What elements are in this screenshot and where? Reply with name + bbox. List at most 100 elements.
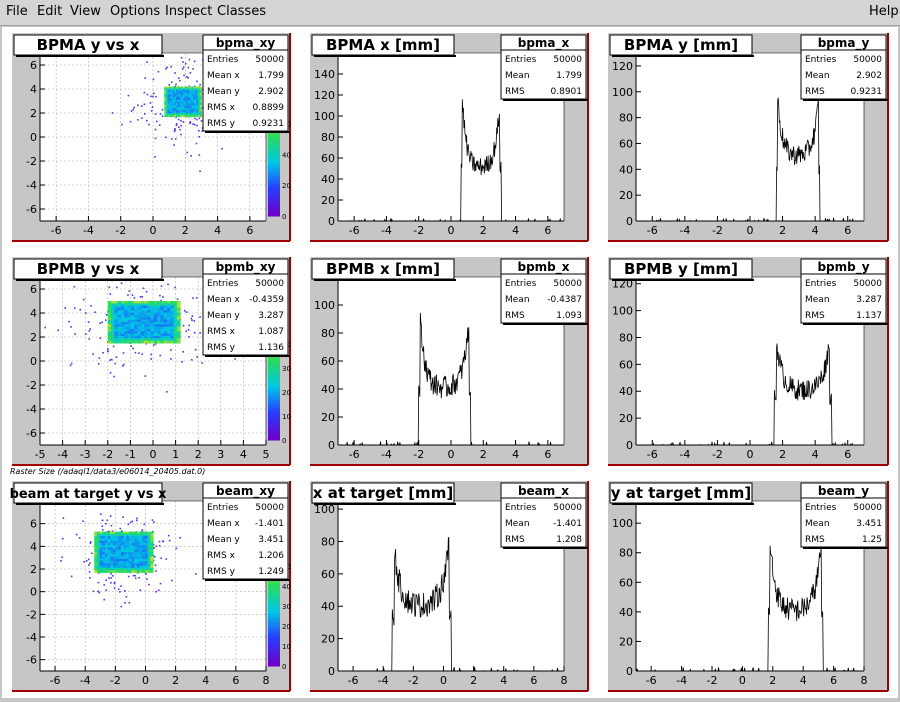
halo-point: [143, 103, 146, 106]
heatmap-cell: [94, 556, 98, 560]
stats-label: Entries: [505, 55, 537, 65]
heatmap-cell: [99, 570, 103, 573]
heatmap-cell: [182, 94, 186, 98]
heatmap-cell: [171, 113, 174, 116]
heatmap-cell: [166, 315, 171, 318]
x-tick-label: 4: [512, 448, 519, 461]
heatmap-cell: [124, 326, 129, 330]
heatmap-cell: [94, 554, 98, 558]
heatmap-cell: [134, 326, 138, 330]
heatmap-cell: [124, 310, 129, 314]
heatmap-cell: [142, 552, 146, 555]
heatmap-cell: [160, 319, 165, 323]
y-tick-label: 80: [321, 535, 335, 548]
heatmap-cell: [140, 303, 145, 307]
heatmap-cell: [110, 556, 114, 560]
menu-file[interactable]: File: [6, 4, 28, 19]
heatmap-cell: [191, 108, 194, 111]
x-tick-label: 6: [844, 448, 851, 461]
pad-bpma_x[interactable]: -6-4-20246020406080100120140160BPMA x [m…: [310, 33, 589, 242]
menu-inspect[interactable]: Inspect: [165, 4, 213, 19]
heatmap-cell: [165, 94, 169, 98]
halo-point: [142, 287, 145, 290]
heatmap-cell: [177, 91, 180, 94]
stats-shadow: [503, 323, 588, 325]
heatmap-cell: [186, 114, 189, 118]
menu-edit[interactable]: Edit: [37, 4, 63, 19]
stats-value: 1.799: [258, 71, 284, 81]
heatmap-cell: [147, 329, 152, 332]
heatmap-cell: [117, 303, 122, 307]
heatmap-cell: [111, 326, 115, 330]
heatmap-cell: [194, 114, 197, 118]
y-tick-label: 0: [328, 439, 335, 452]
heatmap-cell: [102, 531, 106, 535]
heatmap-cell: [191, 109, 194, 113]
menu-options[interactable]: Options: [110, 4, 161, 19]
heatmap-cell: [176, 88, 179, 91]
heatmap-cell: [111, 340, 115, 344]
heatmap-cell: [107, 538, 111, 542]
heatmap-cell: [186, 113, 189, 116]
heatmap-cell: [177, 98, 180, 101]
heatmap-cell: [163, 305, 168, 309]
heatmap-cell: [165, 99, 169, 103]
x-tick-label: 6: [530, 674, 537, 687]
menu-classes[interactable]: Classes: [217, 4, 266, 19]
menu-help[interactable]: Help: [869, 4, 899, 19]
heatmap-cell: [177, 104, 180, 108]
heatmap-cell: [111, 317, 115, 321]
heatmap-cell: [174, 94, 177, 98]
halo-point: [158, 540, 161, 543]
heatmap-cell: [192, 108, 196, 111]
menu-view[interactable]: View: [70, 4, 101, 19]
stats-label: RMS y: [207, 567, 236, 577]
halo-point: [101, 321, 103, 324]
heatmap-cell: [96, 536, 101, 539]
heatmap-cell: [167, 106, 170, 109]
heatmap-cell: [94, 561, 98, 564]
heatmap-cell: [127, 333, 132, 337]
heatmap-cell: [126, 547, 130, 551]
heatmap-cell: [187, 91, 191, 94]
heatmap-cell: [179, 111, 182, 114]
stats-value: 1.137: [856, 311, 882, 321]
heatmap-cell: [120, 538, 125, 542]
halo-point: [198, 154, 201, 156]
heatmap-cell: [186, 96, 189, 99]
stats-value: 1.249: [258, 567, 284, 577]
x-tick-label: 2: [769, 674, 776, 687]
stats-label: Entries: [505, 503, 537, 513]
heatmap-cell: [199, 106, 202, 109]
heatmap-cell: [147, 308, 152, 311]
heatmap-cell: [169, 114, 172, 118]
heatmap-cell: [177, 101, 180, 104]
heatmap-cell: [191, 96, 194, 99]
heatmap-cell: [199, 109, 202, 113]
heatmap-cell: [120, 570, 125, 573]
heatmap-cell: [128, 552, 133, 555]
heatmap-cell: [191, 103, 194, 106]
pad-bpmb_xy[interactable]: 010203040-5-4-3-2-1012345-6-4-20246BPMB …: [12, 257, 291, 466]
heatmap-cell: [176, 305, 181, 309]
halo-point: [97, 590, 100, 593]
halo-point: [143, 113, 146, 115]
heatmap-cell: [186, 94, 189, 98]
x-tick-label: 5: [263, 448, 270, 461]
halo-point: [190, 155, 192, 157]
halo-point: [171, 579, 173, 582]
heatmap-cell: [169, 91, 172, 94]
palette-cell: [268, 372, 280, 376]
heatmap-cell: [169, 88, 172, 91]
heatmap-cell: [136, 552, 141, 555]
halo-point: [191, 319, 193, 322]
palette-cell: [268, 633, 280, 637]
